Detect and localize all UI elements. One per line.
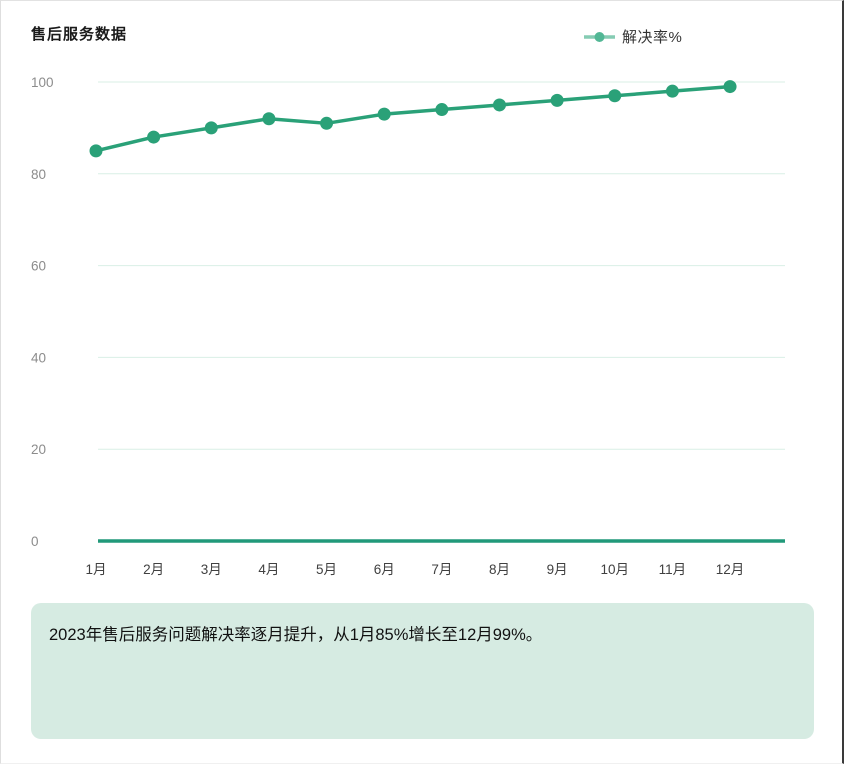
data-point-marker — [204, 121, 218, 135]
x-axis-tick-label: 7月 — [431, 562, 452, 577]
data-point-marker — [147, 130, 161, 144]
data-point-marker — [435, 103, 449, 117]
data-point-marker — [665, 84, 679, 98]
x-axis-tick-label: 8月 — [489, 562, 510, 577]
x-axis-tick-label: 9月 — [547, 562, 568, 577]
data-point-marker — [89, 144, 103, 158]
data-point-marker — [262, 112, 276, 126]
x-axis-tick-label: 12月 — [716, 562, 745, 577]
chart-title: 售后服务数据 — [31, 26, 128, 43]
legend-label: 解决率% — [622, 29, 683, 46]
x-axis-tick-label: 10月 — [600, 562, 629, 577]
summary-box: 2023年售后服务问题解决率逐月提升，从1月85%增长至12月99%。 — [31, 603, 814, 739]
data-point-marker — [320, 116, 334, 130]
y-axis-tick-label: 100 — [31, 75, 54, 90]
x-axis-tick-label: 1月 — [85, 562, 106, 577]
data-point-marker — [550, 93, 564, 107]
data-point-marker — [377, 107, 391, 121]
y-axis-tick-label: 20 — [31, 442, 46, 457]
y-axis-tick-label: 80 — [31, 167, 46, 182]
x-axis-tick-label: 3月 — [201, 562, 222, 577]
y-axis-tick-label: 40 — [31, 350, 46, 365]
x-axis-tick-label: 4月 — [258, 562, 279, 577]
data-point-marker — [492, 98, 506, 112]
legend-line-icon — [584, 30, 615, 44]
x-axis-tick-label: 2月 — [143, 562, 164, 577]
data-point-marker — [723, 80, 737, 94]
series-line — [94, 84, 732, 153]
legend-item-resolution-rate[interactable]: 解决率% — [584, 26, 682, 47]
summary-text: 2023年售后服务问题解决率逐月提升，从1月85%增长至12月99%。 — [49, 626, 543, 644]
y-axis-tick-label: 60 — [31, 259, 46, 274]
x-axis-tick-label: 11月 — [659, 562, 687, 577]
x-axis-tick-label: 5月 — [316, 562, 337, 577]
x-axis-tick-label: 6月 — [374, 562, 395, 577]
line-chart: 0 20 40 60 80 100 1月 2月 3月 4月 5月 6月 7月 8月 9月 10月 11月 12月 — [31, 75, 785, 577]
data-point-marker — [608, 89, 622, 103]
y-axis-tick-label: 0 — [31, 534, 39, 549]
